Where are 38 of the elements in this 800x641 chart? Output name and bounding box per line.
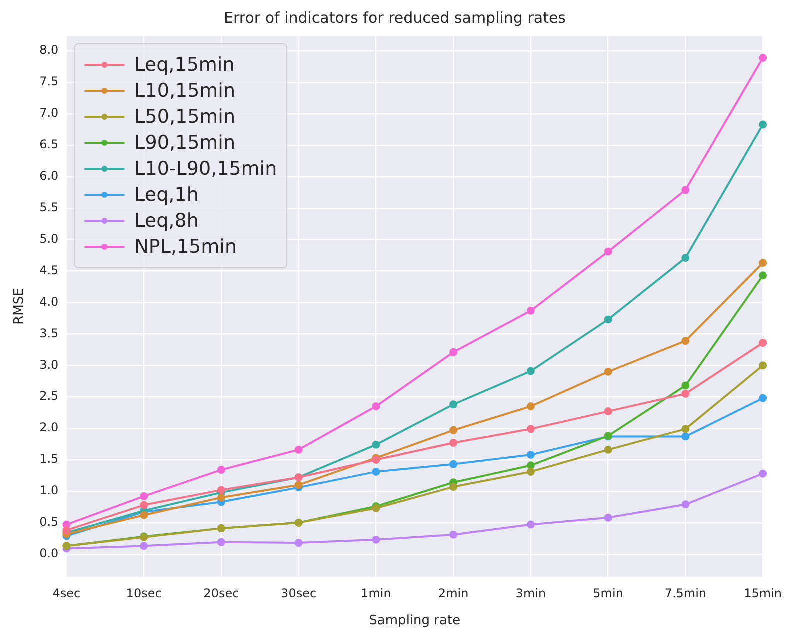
y-tick-label: 4.0	[40, 294, 59, 309]
y-tick-label: 7.5	[40, 74, 59, 89]
y-tick-label: 1.0	[40, 484, 59, 498]
legend-label: Leq,8h	[134, 210, 199, 232]
legend-label: L10,15min	[134, 80, 236, 102]
y-tick-label: 6.0	[40, 169, 59, 184]
legend-label: L10-L90,15min	[134, 158, 278, 180]
x-tick-label: 2min	[438, 586, 469, 600]
y-tick-label: 4.5	[40, 263, 59, 278]
x-tick-label: 10sec	[126, 586, 162, 600]
legend-label: Leq,1h	[134, 184, 199, 206]
y-tick-label: 1.5	[40, 452, 59, 466]
y-tick-label: 0.0	[40, 546, 59, 560]
legend-label: L90,15min	[134, 132, 236, 154]
legend-label: Leq,15min	[134, 54, 235, 76]
y-tick-label: 7.0	[40, 106, 59, 120]
x-tick-label: 5min	[593, 586, 624, 600]
x-tick-label: 3min	[516, 586, 546, 600]
y-tick-label: 5.0	[40, 232, 59, 246]
x-tick-label: 20sec	[204, 586, 240, 600]
chart-title: Error of indicators for reduced sampling rates	[224, 8, 566, 27]
x-axis-title: Sampling rate	[369, 614, 461, 629]
y-tick-label: 3.0	[40, 358, 59, 372]
y-tick-label: 2.5	[40, 389, 59, 404]
x-tick-label: 4sec	[52, 586, 81, 600]
y-axis-title: RMSE	[12, 288, 28, 325]
y-tick-label: 8.0	[40, 43, 59, 58]
x-tick-label: 7.5min	[664, 586, 707, 600]
y-tick-label: 2.0	[40, 420, 59, 435]
x-tick-label: 30sec	[281, 586, 317, 600]
x-tick-label: 1min	[361, 586, 392, 600]
x-tick-label: 15min	[744, 586, 782, 600]
y-tick-label: 6.5	[40, 138, 59, 152]
y-tick-label: 3.5	[40, 326, 59, 340]
legend-label: L50,15min	[134, 106, 236, 128]
y-tick-label: 5.5	[40, 200, 59, 214]
legend-label: NPL,15min	[134, 236, 237, 258]
y-tick-label: 0.5	[40, 515, 59, 530]
